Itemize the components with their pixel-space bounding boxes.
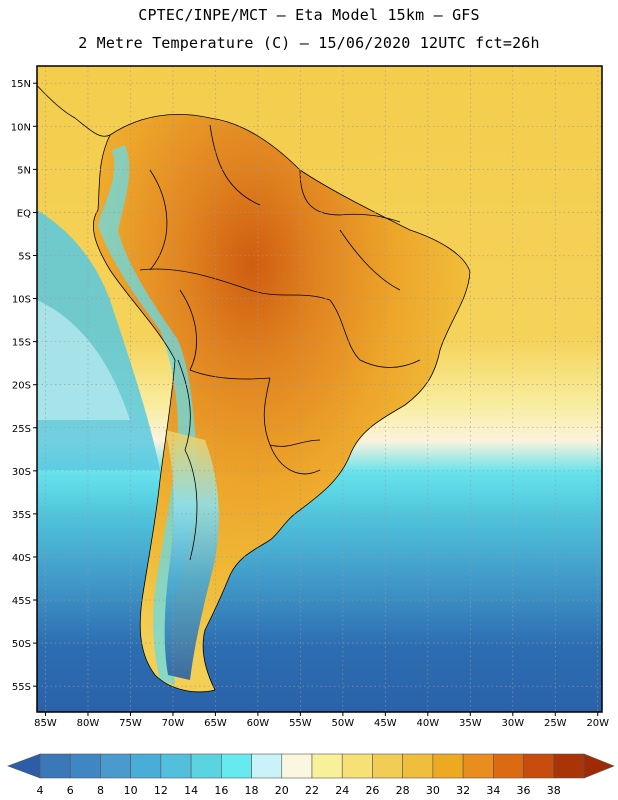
latitude-label: 45S	[12, 596, 31, 607]
colorbar-label: 18	[245, 784, 259, 797]
colorbar-label: 4	[37, 784, 44, 797]
colorbar-swatch	[281, 753, 313, 779]
country-borders	[37, 84, 471, 693]
colorbar-swatch	[462, 753, 494, 779]
latitude-labels: 15N 10N 5N EQ 5S 10S 15S 20S 25S 30S 35S 40S 45S 50S 5…	[11, 79, 37, 693]
latitude-label: 5S	[18, 251, 31, 262]
colorbar-label: 8	[97, 784, 104, 797]
colorbar-label: 38	[547, 784, 561, 797]
colorbar-label: 34	[486, 784, 500, 797]
longitude-label: 60W	[247, 718, 270, 729]
latitude-label: 10N	[11, 122, 31, 133]
map-title: CPTEC/INPE/MCT – Eta Model 15km – GFS	[138, 6, 480, 24]
colorbar-label: 12	[154, 784, 168, 797]
latitude-label: 15S	[12, 338, 31, 349]
colorbar-label: 36	[517, 784, 531, 797]
longitude-label: 45W	[374, 718, 397, 729]
longitude-label: 55W	[289, 718, 312, 729]
pacific-cold-current	[37, 300, 130, 420]
colorbar-low-arrow	[7, 753, 41, 779]
latitude-label: EQ	[17, 208, 31, 219]
colorbar-swatch	[493, 753, 524, 779]
colorbar-swatch	[311, 753, 343, 779]
latitude-label: 5N	[17, 165, 31, 176]
colorbar-label: 10	[124, 784, 138, 797]
latitude-label: 55S	[12, 682, 31, 693]
longitude-label: 25W	[544, 718, 567, 729]
longitude-label: 70W	[162, 718, 185, 729]
colorbar-label: 32	[456, 784, 470, 797]
colorbar-swatch	[190, 753, 222, 779]
latitude-label: 50S	[12, 639, 31, 650]
colorbar-swatch	[100, 753, 131, 779]
map-frame	[36, 65, 603, 713]
colorbar: 4 6 8 10 12 14 16 18 20 22 24 26 28 30 32 34 36 38	[7, 753, 615, 797]
colorbar-label: 22	[305, 784, 319, 797]
longitude-label: 50W	[332, 718, 355, 729]
longitude-label: 35W	[459, 718, 482, 729]
map-subtitle: 2 Metre Temperature (C) – 15/06/2020 12U…	[78, 34, 540, 52]
latitude-label: 35S	[12, 510, 31, 521]
colorbar-label: 6	[67, 784, 74, 797]
colorbar-high-arrow	[583, 753, 615, 779]
colorbar-swatch	[251, 753, 283, 779]
longitude-label: 85W	[34, 718, 57, 729]
colorbar-label: 16	[214, 784, 228, 797]
latitude-label: 30S	[12, 467, 31, 478]
latitude-label: 25S	[12, 424, 31, 435]
colorbar-swatch	[402, 753, 434, 779]
latitude-label: 15N	[11, 79, 31, 90]
colorbar-label: 30	[426, 784, 440, 797]
latitude-label: 10S	[12, 295, 31, 306]
colorbar-label: 14	[184, 784, 198, 797]
longitude-label: 80W	[77, 718, 100, 729]
colorbar-swatch	[372, 753, 403, 779]
colorbar-label: 28	[396, 784, 410, 797]
colorbar-swatch	[69, 753, 101, 779]
colorbar-label: 26	[365, 784, 379, 797]
longitude-label: 75W	[119, 718, 142, 729]
colorbar-swatch	[523, 753, 555, 779]
longitude-labels: 85W 80W 75W 70W 65W 60W 55W 50W 45W 40W 35W 30W 25W 2…	[34, 712, 609, 729]
colorbar-swatch	[130, 753, 162, 779]
longitude-label: 65W	[204, 718, 227, 729]
colorbar-swatch	[553, 753, 585, 779]
colorbar-swatch	[160, 753, 192, 779]
colorbar-swatch	[432, 753, 464, 779]
patagonia-cold	[164, 430, 219, 680]
colorbar-swatch	[341, 753, 373, 779]
latitude-label: 40S	[12, 553, 31, 564]
colorbar-label: 24	[335, 784, 349, 797]
longitude-label: 40W	[417, 718, 440, 729]
latitude-label: 20S	[12, 381, 31, 392]
longitude-label: 30W	[501, 718, 524, 729]
longitude-label: 20W	[586, 718, 609, 729]
colorbar-label: 20	[275, 784, 289, 797]
colorbar-swatch	[39, 753, 71, 779]
colorbar-swatch	[221, 753, 252, 779]
